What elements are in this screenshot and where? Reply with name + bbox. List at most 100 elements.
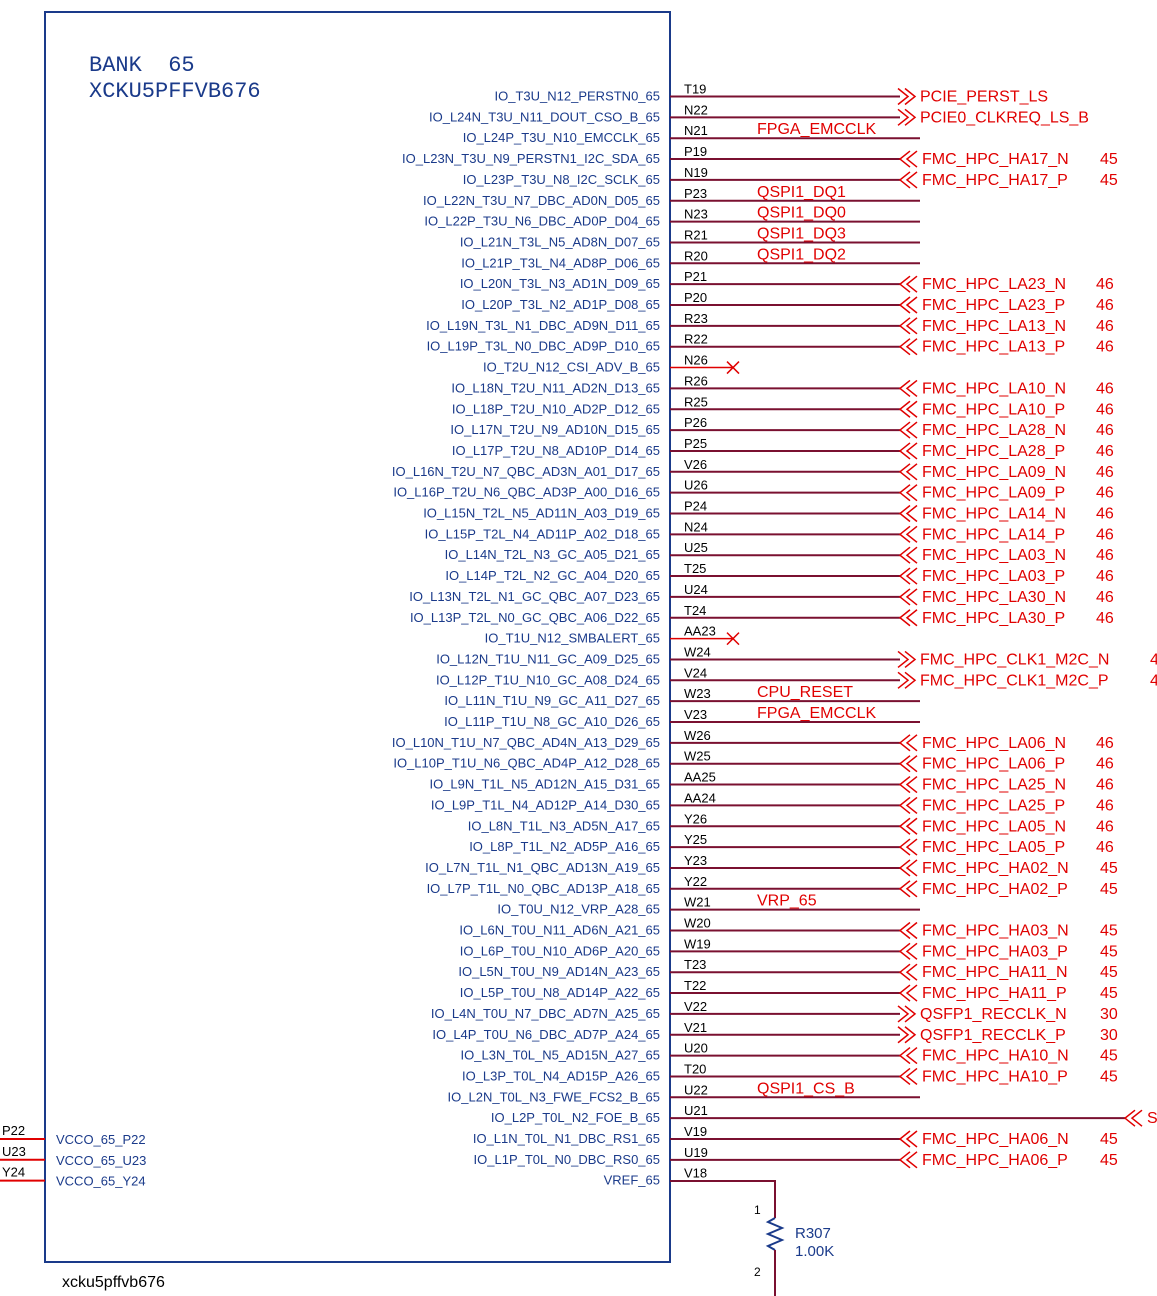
pin-name: IO_L10N_T1U_N7_QBC_AD4N_A13_D29_65 bbox=[392, 735, 660, 750]
ball-number: U22 bbox=[684, 1082, 708, 1097]
resistor-value: 1.00K bbox=[795, 1243, 834, 1260]
input-port-chevron-icon bbox=[898, 755, 918, 773]
vcco-ball: P22 bbox=[2, 1123, 25, 1138]
input-port-chevron-icon bbox=[898, 942, 918, 960]
vcco-name: VCCO_65_Y24 bbox=[56, 1174, 146, 1189]
pin-name: IO_T3U_N12_PERSTN0_65 bbox=[495, 89, 660, 104]
pin-row: IO_L15N_T2L_N5_AD11N_A03_D19_65 P24 FMC_HP… bbox=[423, 499, 1114, 523]
sheet-reference: 46 bbox=[1096, 797, 1114, 814]
ball-number: R23 bbox=[684, 311, 708, 326]
sheet-reference: 30 bbox=[1100, 1006, 1118, 1023]
pin-name: IO_L7P_T1L_N0_QBC_AD13P_A18_65 bbox=[427, 881, 660, 896]
ball-number: V21 bbox=[684, 1020, 707, 1035]
net-label: FMC_HPC_CLK1_M2C_N bbox=[920, 651, 1109, 668]
ball-number: R20 bbox=[684, 248, 708, 263]
pin-name: IO_L1P_T0L_N0_DBC_RS0_65 bbox=[474, 1152, 660, 1167]
sheet-reference: 46 bbox=[1096, 526, 1114, 543]
pin-name: IO_L3P_T0L_N4_AD15P_A26_65 bbox=[462, 1068, 660, 1083]
input-port-chevron-icon bbox=[898, 317, 918, 335]
ball-number: T22 bbox=[684, 978, 706, 993]
ball-number: W19 bbox=[684, 936, 711, 951]
vref-resistor: 1 2 R307 1.00K bbox=[670, 1180, 834, 1296]
net-label: FMC_HPC_LA14_P bbox=[922, 526, 1065, 543]
pin-name: IO_L11P_T1U_N8_GC_A10_D26_65 bbox=[444, 714, 660, 729]
pin-row: IO_L16N_T2U_N7_QBC_AD3N_A01_D17_65 V26 FMC… bbox=[392, 457, 1114, 481]
input-port-chevron-icon bbox=[898, 1130, 918, 1148]
input-port-chevron-icon bbox=[898, 442, 918, 460]
pin-name: IO_L20N_T3L_N3_AD1N_D09_65 bbox=[460, 276, 660, 291]
net-label: S bbox=[1147, 1110, 1157, 1127]
pin-name: IO_L17N_T2U_N9_AD10N_D15_65 bbox=[450, 422, 660, 437]
input-port-chevron-icon bbox=[898, 880, 918, 898]
net-label: VRP_65 bbox=[757, 893, 817, 910]
pin-row: IO_L11N_T1U_N9_GC_A11_D27_65 W23 CPU_RESET bbox=[444, 684, 920, 708]
input-port-chevron-icon bbox=[898, 859, 918, 877]
net-label: FMC_HPC_LA30_N bbox=[922, 589, 1066, 606]
net-label: FMC_HPC_HA10_N bbox=[922, 1048, 1069, 1065]
input-port-chevron-icon bbox=[898, 275, 918, 293]
vcco-pin: U23 VCCO_65_U23 bbox=[0, 1144, 146, 1168]
pin-name: IO_L6P_T0U_N10_AD6P_A20_65 bbox=[460, 943, 660, 958]
ball-number: R25 bbox=[684, 394, 708, 409]
pin-row: IO_L3P_T0L_N4_AD15P_A26_65 T20 FMC_HPC_HA1… bbox=[462, 1061, 1118, 1085]
ball-number: W20 bbox=[684, 916, 711, 931]
pins-layer: IO_T3U_N12_PERSTN0_65 T19 PCIE_PERST_LSIO_… bbox=[392, 82, 1157, 1188]
pin-name: IO_T1U_N12_SMBALERT_65 bbox=[485, 631, 660, 646]
ball-number: P23 bbox=[684, 186, 707, 201]
input-port-chevron-icon bbox=[898, 525, 918, 543]
pin-row: IO_L21P_T3L_N4_AD8P_D06_65 R20 QSPI1_DQ2 bbox=[461, 246, 920, 270]
ball-number: T24 bbox=[684, 603, 706, 618]
sheet-reference: 46 bbox=[1096, 589, 1114, 606]
ball-number: V24 bbox=[684, 665, 707, 680]
pin-name: IO_L16P_T2U_N6_QBC_AD3P_A00_D16_65 bbox=[393, 485, 660, 500]
ball-number: N26 bbox=[684, 353, 708, 368]
sheet-reference: 45 bbox=[1100, 1131, 1118, 1148]
pin-name: IO_L21N_T3L_N5_AD8N_D07_65 bbox=[460, 234, 660, 249]
ball-number: P24 bbox=[684, 499, 707, 514]
pin-name: IO_L5N_T0U_N9_AD14N_A23_65 bbox=[458, 964, 660, 979]
pin-name: IO_L12N_T1U_N11_GC_A09_D25_65 bbox=[436, 651, 660, 666]
net-label: FMC_HPC_LA13_P bbox=[922, 339, 1065, 356]
net-label: FPGA_EMCCLK bbox=[757, 121, 876, 138]
sheet-reference: 46 bbox=[1096, 547, 1114, 564]
input-port-chevron-icon bbox=[898, 567, 918, 585]
ball-number: U19 bbox=[684, 1145, 708, 1160]
input-port-chevron-icon bbox=[898, 504, 918, 523]
pin-row: IO_L4N_T0U_N7_DBC_AD7N_A25_65 V22 QSFP1_RE… bbox=[431, 999, 1118, 1023]
input-port-chevron-icon bbox=[1123, 1109, 1143, 1127]
input-port-chevron-icon bbox=[898, 963, 918, 981]
net-label: FMC_HPC_LA23_N bbox=[922, 276, 1066, 293]
net-label: FMC_HPC_LA28_N bbox=[922, 422, 1066, 439]
pin-row: IO_L3N_T0L_N5_AD15N_A27_65 U20 FMC_HPC_HA1… bbox=[461, 1041, 1118, 1065]
pin-row: IO_L9N_T1L_N5_AD12N_A15_D31_65 AA25 FMC_HP… bbox=[429, 770, 1113, 794]
vcco-layer: P22 VCCO_65_P22 U23 VCCO_65_U23 Y24 VCCO_65_Y… bbox=[0, 1123, 146, 1189]
pin-row: IO_L19N_T3L_N1_DBC_AD9N_D11_65 R23 FMC_HPC… bbox=[426, 311, 1114, 335]
pin-row: IO_L6P_T0U_N10_AD6P_A20_65 W19 FMC_HPC_HA0… bbox=[460, 936, 1118, 960]
pin-name: IO_L9P_T1L_N4_AD12P_A14_D30_65 bbox=[431, 797, 660, 812]
pin-row: IO_L14P_T2L_N2_GC_A04_D20_65 T25 FMC_HPC_L… bbox=[445, 561, 1114, 585]
pin-name: IO_L10P_T1U_N6_QBC_AD4P_A12_D28_65 bbox=[393, 756, 660, 771]
input-port-chevron-icon bbox=[898, 296, 918, 314]
pin-row: IO_L20P_T3L_N2_AD1P_D08_65 P20 FMC_HPC_LA2… bbox=[461, 290, 1114, 314]
device-label: XCKU5PFFVB676 bbox=[89, 79, 261, 104]
ball-number: Y25 bbox=[684, 832, 707, 847]
ball-number: V23 bbox=[684, 707, 707, 722]
pin-row: IO_L23P_T3U_N8_I2C_SCLK_65 N19 FMC_HPC_HA1… bbox=[463, 165, 1118, 189]
pin-name: IO_L14P_T2L_N2_GC_A04_D20_65 bbox=[445, 568, 660, 583]
net-label: FMC_HPC_HA02_N bbox=[922, 860, 1069, 877]
ball-number: T23 bbox=[684, 957, 706, 972]
output-port-chevron-icon bbox=[897, 1005, 917, 1023]
pin-row: IO_L11P_T1U_N8_GC_A10_D26_65 V23 FPGA_EMCC… bbox=[444, 705, 920, 729]
ball-number: R21 bbox=[684, 227, 708, 242]
net-label: QSPI1_CS_B bbox=[757, 1080, 855, 1097]
sheet-reference: 46 bbox=[1096, 506, 1114, 523]
no-connect-x-icon bbox=[726, 361, 740, 375]
input-port-chevron-icon bbox=[898, 150, 918, 168]
pin-name: IO_L24P_T3U_N10_EMCCLK_65 bbox=[463, 130, 660, 145]
pin-name: IO_L14N_T2L_N3_GC_A05_D21_65 bbox=[445, 547, 660, 562]
input-port-chevron-icon bbox=[898, 463, 918, 481]
sheet-reference: 46 bbox=[1096, 610, 1114, 627]
sheet-reference: 46 bbox=[1096, 568, 1114, 585]
ball-number: T20 bbox=[684, 1061, 706, 1076]
